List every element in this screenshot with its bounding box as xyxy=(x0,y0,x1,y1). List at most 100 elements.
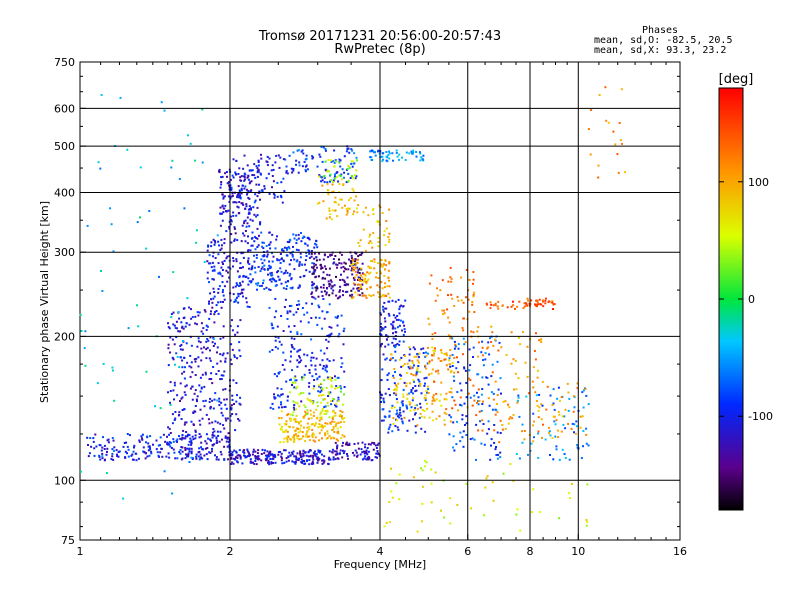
data-point xyxy=(381,287,384,290)
data-point xyxy=(510,331,513,334)
data-point xyxy=(485,376,488,379)
data-point xyxy=(154,405,156,408)
data-point xyxy=(263,452,266,455)
data-point xyxy=(183,423,186,426)
data-point xyxy=(223,427,226,430)
data-point xyxy=(230,363,233,366)
data-point xyxy=(471,404,474,407)
data-point xyxy=(329,422,332,425)
data-point xyxy=(86,224,89,227)
data-point xyxy=(541,299,544,302)
data-point xyxy=(319,263,322,266)
data-point xyxy=(205,340,208,343)
data-point xyxy=(241,280,244,283)
data-point xyxy=(382,263,385,266)
data-point xyxy=(274,339,277,342)
data-point xyxy=(294,379,297,382)
data-point xyxy=(222,336,225,339)
data-point xyxy=(231,461,234,464)
data-point xyxy=(278,259,281,262)
data-point xyxy=(414,413,416,416)
data-point xyxy=(265,245,268,247)
data-point xyxy=(230,186,233,189)
data-point xyxy=(240,192,243,195)
data-point xyxy=(246,176,249,179)
data-point xyxy=(231,413,234,415)
data-point xyxy=(224,435,227,438)
data-point xyxy=(381,342,383,345)
data-point xyxy=(197,356,200,359)
data-point xyxy=(293,347,296,350)
data-point xyxy=(246,222,249,225)
data-point xyxy=(176,327,178,330)
data-point xyxy=(409,348,412,351)
data-point xyxy=(388,414,391,417)
data-point xyxy=(386,285,389,288)
data-point xyxy=(214,311,216,313)
data-point xyxy=(284,449,287,452)
data-point xyxy=(457,371,460,374)
data-point xyxy=(219,186,222,189)
data-point xyxy=(213,268,216,271)
data-point xyxy=(217,301,220,304)
data-point xyxy=(359,453,362,456)
data-point xyxy=(322,258,325,261)
data-point xyxy=(79,470,82,473)
data-point xyxy=(335,294,338,297)
data-point xyxy=(312,271,315,274)
data-point xyxy=(347,180,350,183)
data-point xyxy=(483,443,486,446)
data-point xyxy=(237,192,240,194)
data-point xyxy=(432,394,435,397)
data-point xyxy=(219,430,222,433)
data-point xyxy=(394,359,397,362)
data-point xyxy=(388,157,391,160)
data-point xyxy=(272,180,275,183)
data-point xyxy=(398,308,401,311)
data-point xyxy=(183,207,186,210)
data-point xyxy=(279,156,282,159)
data-point xyxy=(355,175,358,178)
data-point xyxy=(481,419,484,422)
data-point xyxy=(580,457,583,459)
data-point xyxy=(379,343,382,346)
data-point xyxy=(277,451,280,453)
data-point xyxy=(375,452,378,455)
data-point xyxy=(366,271,369,274)
data-point xyxy=(472,271,475,273)
data-point xyxy=(212,287,215,290)
data-point xyxy=(390,357,393,360)
data-point xyxy=(286,285,288,288)
data-point xyxy=(226,352,229,355)
data-point xyxy=(464,369,467,372)
data-point xyxy=(321,327,324,330)
data-point xyxy=(561,448,564,451)
data-point xyxy=(409,365,412,368)
data-point xyxy=(300,232,302,234)
data-point xyxy=(481,346,484,349)
data-point xyxy=(465,396,468,399)
data-point xyxy=(412,379,415,382)
data-point xyxy=(312,411,315,414)
data-point xyxy=(505,353,508,356)
data-point xyxy=(204,399,207,402)
data-point xyxy=(437,372,440,375)
data-point xyxy=(395,384,397,387)
data-point xyxy=(132,450,135,453)
data-point xyxy=(234,171,237,174)
data-point xyxy=(150,452,153,455)
data-point xyxy=(339,285,342,288)
data-point xyxy=(314,286,317,289)
data-point xyxy=(292,168,295,170)
data-point xyxy=(241,202,244,205)
data-point xyxy=(240,187,243,190)
data-point xyxy=(436,287,438,290)
data-point xyxy=(273,393,275,396)
data-point xyxy=(188,434,191,437)
data-point xyxy=(239,396,242,399)
data-point xyxy=(160,447,163,450)
data-point xyxy=(361,292,364,295)
data-point xyxy=(218,244,220,247)
data-point xyxy=(521,423,524,426)
data-point xyxy=(300,263,303,266)
